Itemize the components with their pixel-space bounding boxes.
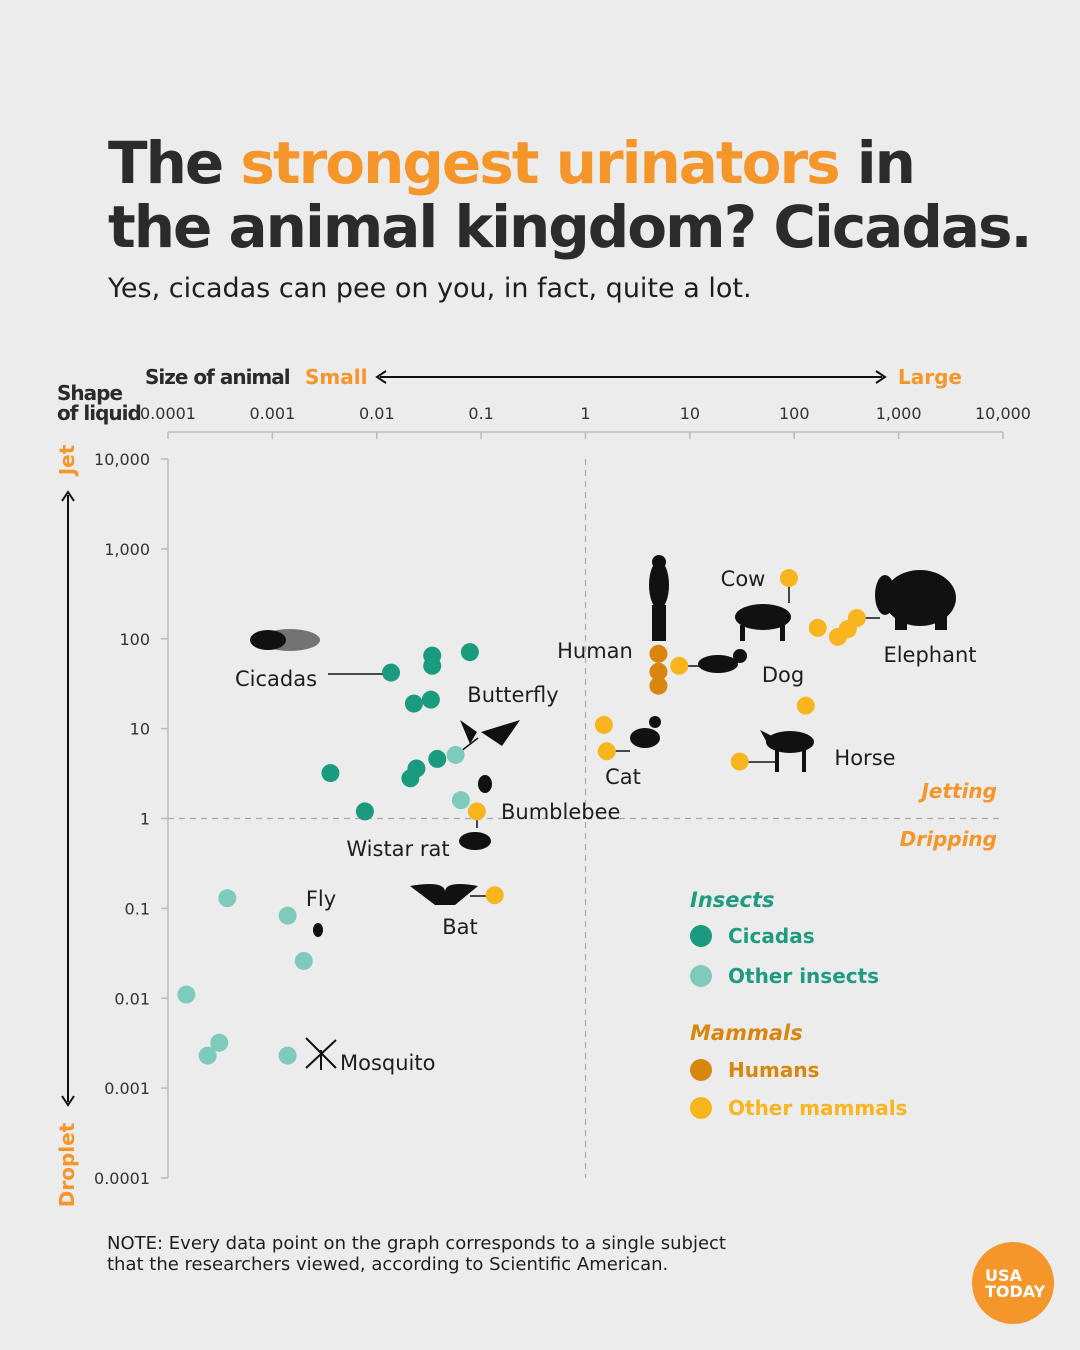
data-point — [451, 791, 470, 810]
x-tick-label: 0.001 — [249, 404, 295, 423]
y-tick-label: 10,000 — [94, 450, 150, 469]
data-point — [796, 696, 815, 715]
note: that the researchers viewed, according t… — [107, 1254, 668, 1275]
data-point — [382, 663, 401, 682]
data-point — [649, 644, 668, 663]
legend-swatch — [690, 1097, 712, 1119]
point-annotation: Cicadas — [235, 667, 317, 691]
data-point — [485, 886, 504, 905]
x-tick-label: 0.01 — [359, 404, 395, 423]
x-tick-label: 10 — [680, 404, 700, 423]
silhouettes — [250, 555, 956, 1070]
x-tick-label: 1 — [580, 404, 590, 423]
data-point — [467, 802, 486, 821]
point-annotation: Horse — [834, 746, 895, 770]
y-tick-label: 1 — [140, 810, 150, 829]
logo-text: TODAY — [985, 1282, 1046, 1301]
data-point — [847, 609, 866, 628]
data-point — [401, 769, 420, 788]
point-annotation: Cat — [605, 765, 641, 789]
x-arrow-heads — [375, 370, 887, 384]
data-point — [210, 1033, 229, 1052]
y-axis-label: of liquid — [57, 401, 141, 425]
point-annotation: Bat — [442, 915, 478, 939]
x-tick-label: 1,000 — [876, 404, 922, 423]
x-tick-label: 100 — [779, 404, 810, 423]
data-point — [404, 694, 423, 713]
data-point — [446, 745, 465, 764]
region-label: Jetting — [917, 779, 997, 803]
logo-text: USA — [985, 1266, 1023, 1285]
y-low-label: Droplet — [55, 1122, 79, 1207]
data-point — [278, 1046, 297, 1065]
data-point — [428, 749, 447, 768]
legend-label: Humans — [728, 1058, 819, 1082]
title-highlight: strongest urinators — [240, 129, 838, 197]
x-low-label: Small — [305, 365, 367, 389]
y-tick-label: 0.0001 — [94, 1169, 150, 1188]
point-annotation: Dog — [762, 663, 804, 687]
data-point — [594, 715, 613, 734]
y-axis-label: Shape — [57, 381, 122, 405]
y-arrow-heads — [61, 490, 75, 1107]
point-annotation: Wistar rat — [346, 837, 449, 861]
title-line-2: the animal kingdom? Cicadas. — [108, 193, 1031, 261]
legend-label: Other insects — [728, 964, 879, 988]
legend-swatch — [690, 1059, 712, 1081]
data-point — [198, 1046, 217, 1065]
legend-label: Other mammals — [728, 1096, 907, 1120]
legend-swatch — [690, 965, 712, 987]
title-part: in — [857, 129, 914, 197]
data-point — [278, 906, 297, 925]
data-point — [779, 569, 798, 588]
y-high-label: Jet — [55, 444, 79, 477]
data-point — [294, 951, 313, 970]
point-annotation: Bumblebee — [501, 800, 620, 824]
title-part: The — [108, 129, 222, 197]
point-annotation: Human — [557, 639, 633, 663]
legend-group-title: Mammals — [690, 1021, 803, 1045]
x-tick-label: 10,000 — [975, 404, 1031, 423]
data-point — [730, 752, 749, 771]
note: NOTE: Every data point on the graph corr… — [107, 1233, 726, 1254]
x-tick-label: 0.0001 — [140, 404, 196, 423]
point-annotation: Elephant — [883, 643, 976, 667]
subtitle: Yes, cicadas can pee on you, in fact, qu… — [107, 273, 752, 304]
data-point — [649, 676, 668, 695]
data-point — [670, 656, 689, 675]
point-annotation: Mosquito — [340, 1051, 435, 1075]
data-point — [218, 889, 237, 908]
data-point — [423, 656, 442, 675]
legend-group-title: Insects — [690, 888, 775, 912]
data-point — [808, 618, 827, 637]
y-tick-label: 100 — [119, 630, 150, 649]
legend-swatch — [690, 925, 712, 947]
point-annotation: Butterfly — [467, 683, 558, 707]
y-tick-label: 0.001 — [104, 1079, 150, 1098]
data-point — [649, 662, 668, 681]
x-tick-label: 0.1 — [468, 404, 493, 423]
title-line-1: The strongest urinators in — [108, 129, 914, 197]
point-annotation: Cow — [721, 567, 766, 591]
x-axis-label: Size of animal — [145, 365, 290, 389]
logo-circle — [972, 1242, 1054, 1324]
y-tick-label: 0.01 — [114, 989, 150, 1008]
data-point — [355, 802, 374, 821]
data-point — [460, 643, 479, 662]
region-label: Dripping — [900, 827, 997, 851]
y-tick-label: 1,000 — [104, 540, 150, 559]
data-point — [421, 690, 440, 709]
point-annotation: Fly — [306, 887, 336, 911]
data-point — [321, 764, 340, 783]
y-tick-label: 10 — [130, 720, 150, 739]
data-point — [597, 742, 616, 761]
y-tick-label: 0.1 — [125, 899, 150, 918]
data-point — [177, 985, 196, 1004]
x-high-label: Large — [898, 365, 962, 389]
legend-label: Cicadas — [728, 924, 815, 948]
